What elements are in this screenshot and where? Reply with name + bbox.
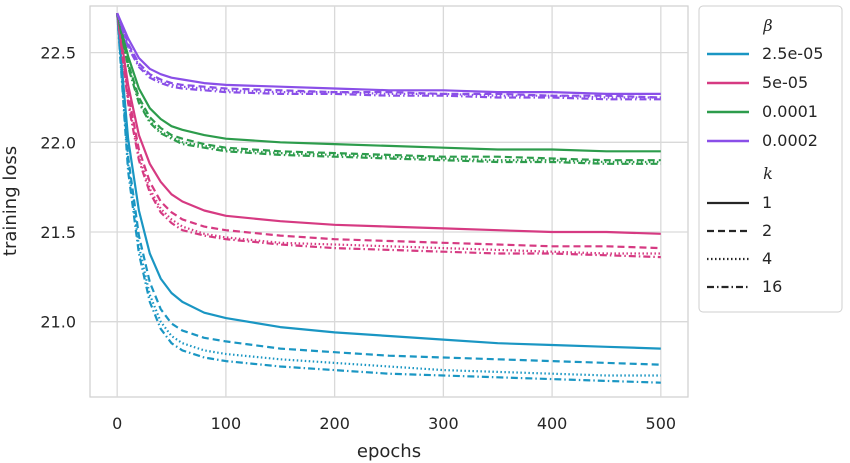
series-layer [116,12,661,384]
x-tick-label: 200 [319,414,350,433]
series-line [116,13,661,250]
series-line [116,13,661,384]
legend-beta-label: 2.5e-05 [762,44,823,63]
x-tick-labels: 0 100 200 300 400 500 [112,414,676,433]
series-line [116,12,661,101]
x-tick-label: 500 [646,414,677,433]
grid-lines [90,6,688,397]
x-tick-label: 300 [428,414,459,433]
legend: β k 2.5e-05 5e-05 0.0001 0.0002 1 2 4 16 [698,5,843,313]
legend-k-label: 2 [762,221,772,240]
series-line [116,13,661,259]
series-line [116,12,661,164]
y-tick-label: 21.0 [40,313,76,332]
legend-k-title: k [763,164,773,183]
legend-beta-label: 5e-05 [762,73,808,92]
legend-k-label: 1 [762,193,772,212]
series-line [116,13,661,366]
legend-beta-title: β [762,16,772,35]
y-tick-label: 21.5 [40,223,76,242]
y-axis-label: training loss [0,146,21,256]
series-line [116,12,661,99]
series-line [116,12,661,153]
plot-area [89,5,689,398]
x-tick-label: 0 [112,414,122,433]
series-line [116,13,661,377]
legend-beta-label: 0.0001 [762,102,818,121]
series-line [116,12,661,99]
y-tick-label: 22.5 [40,44,76,63]
series-line [116,12,661,96]
series-line [116,12,661,165]
x-tick-label: 100 [211,414,242,433]
y-tick-label: 22.0 [40,133,76,152]
x-axis-label: epochs [357,441,421,462]
series-line [116,12,661,162]
y-tick-labels: 21.0 21.5 22.0 22.5 [40,44,76,332]
legend-k-label: 16 [762,277,782,296]
series-line [116,13,661,235]
x-tick-label: 400 [537,414,568,433]
series-line [116,13,661,255]
legend-beta-label: 0.0002 [762,131,818,150]
series-line [116,13,661,350]
legend-k-label: 4 [762,249,772,268]
